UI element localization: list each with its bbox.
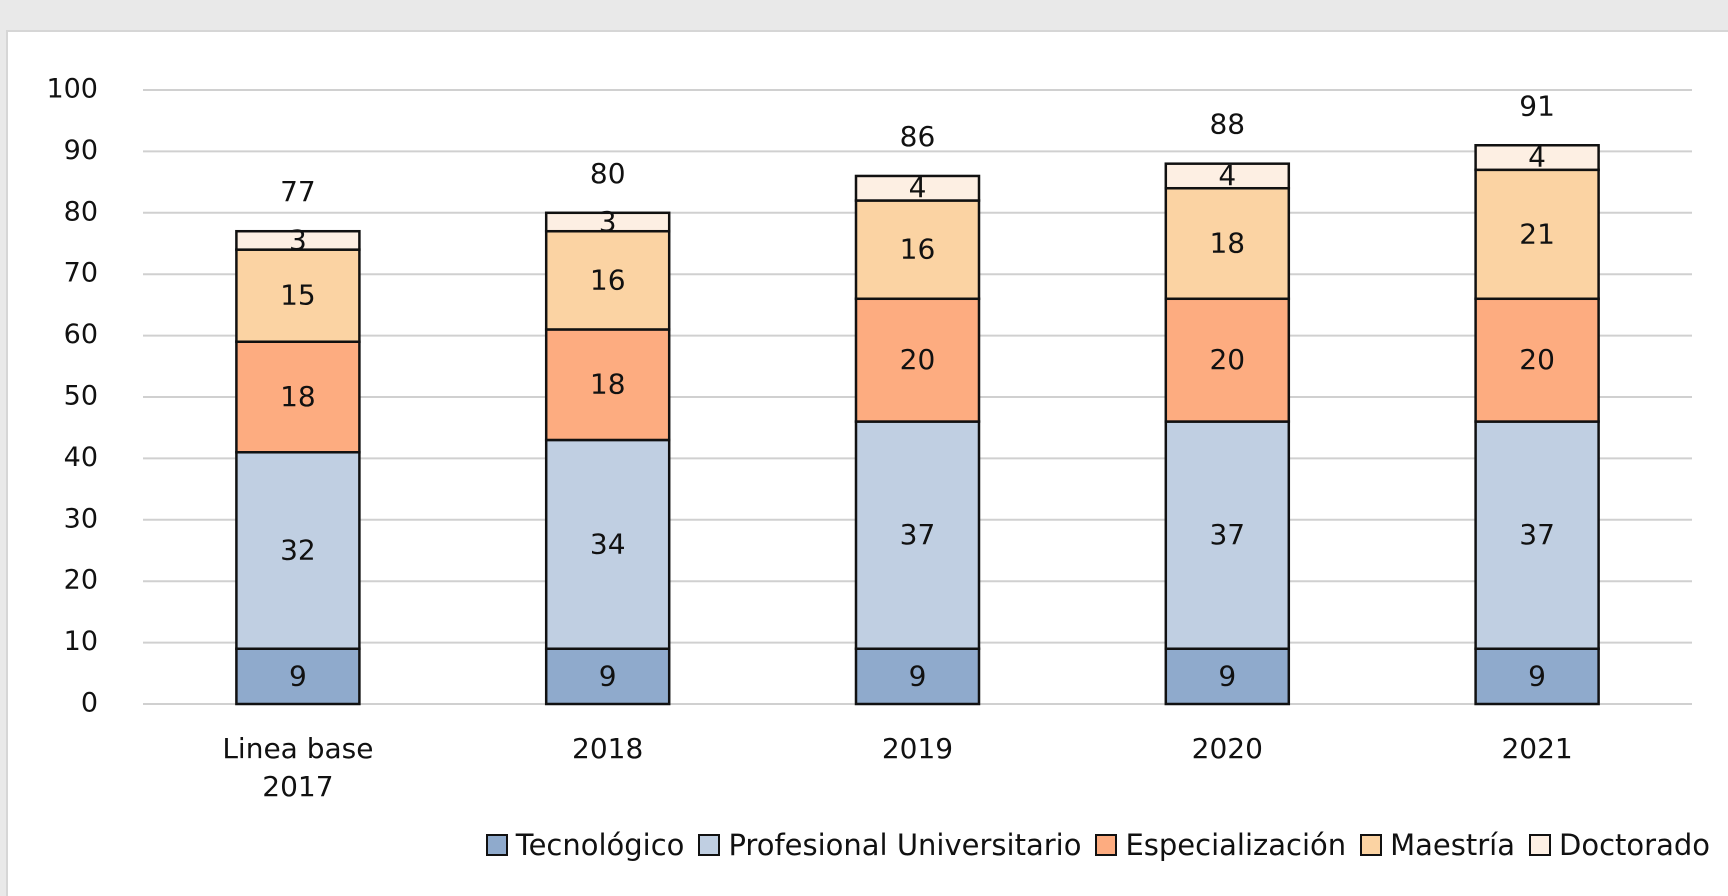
bar-segment	[235, 647, 361, 706]
data-label: 18	[1209, 227, 1245, 260]
data-label: 4	[1528, 141, 1546, 174]
total-label: 91	[1519, 89, 1555, 122]
legend-label: Profesional Universitario	[728, 828, 1082, 862]
data-label: 15	[280, 279, 316, 312]
total-label: 86	[900, 120, 936, 153]
data-label: 20	[1209, 343, 1245, 376]
x-tick-label: 2020	[1191, 732, 1263, 765]
legend-swatch	[1095, 834, 1118, 856]
bar-segment	[1474, 297, 1600, 423]
bar-segment	[544, 229, 671, 331]
legend-item: Especialización	[1095, 828, 1346, 862]
bar-segment	[235, 248, 361, 343]
y-tick-label: 80	[64, 196, 98, 227]
total-label: 77	[280, 175, 316, 208]
data-label: 18	[590, 368, 626, 401]
data-label: 37	[1209, 518, 1245, 551]
legend: Tecnológico Profesional Universitario Espe…	[0, 828, 1728, 862]
bar-segment	[1164, 297, 1291, 423]
data-label: 9	[909, 659, 927, 692]
x-tick-label: 2019	[881, 732, 954, 765]
data-label: 20	[1519, 343, 1555, 376]
x-tick-label: 2021	[1501, 732, 1573, 765]
legend-item: Profesional Universitario	[698, 828, 1081, 862]
y-tick-label: 10	[64, 626, 98, 657]
bar-segment	[854, 297, 981, 423]
data-label: 16	[590, 263, 626, 296]
bar-segment	[1474, 420, 1600, 650]
data-label: 37	[1519, 518, 1555, 551]
x-tick-label: 2018	[572, 732, 644, 765]
legend-item: Doctorado	[1529, 828, 1710, 862]
total-label: 88	[1209, 108, 1245, 141]
bar-segment	[854, 174, 981, 202]
data-label: 4	[1218, 159, 1236, 192]
bar-segment	[854, 647, 981, 706]
y-tick-label: 20	[64, 565, 98, 596]
y-tick-label: 100	[46, 74, 98, 105]
y-tick-label: 50	[64, 381, 98, 412]
legend-label: Doctorado	[1559, 828, 1710, 862]
legend-swatch	[698, 834, 721, 856]
legend-item: Tecnológico	[485, 828, 685, 862]
y-tick-label: 0	[81, 688, 98, 719]
data-label: 3	[599, 205, 617, 238]
legend-swatch	[485, 834, 508, 856]
y-tick-label: 40	[64, 442, 98, 473]
legend-item: Maestría	[1360, 828, 1515, 862]
y-tick-label: 60	[64, 319, 98, 350]
bar-segment	[235, 340, 361, 454]
data-label: 9	[599, 659, 617, 692]
data-label: 9	[1218, 659, 1236, 692]
total-label: 80	[590, 157, 626, 190]
data-label: 21	[1519, 217, 1555, 250]
data-label: 4	[909, 171, 927, 204]
bar-segment	[1164, 186, 1291, 301]
legend-swatch	[1529, 834, 1552, 856]
y-tick-label: 90	[64, 135, 98, 166]
bar-segment	[854, 420, 981, 650]
data-label: 9	[1528, 659, 1546, 692]
bar-segment	[1474, 168, 1600, 301]
bar-segment	[235, 229, 361, 251]
legend-label: Maestría	[1390, 828, 1516, 862]
data-label: 34	[590, 527, 626, 560]
bar-segment	[1474, 144, 1600, 172]
data-label: 32	[280, 534, 316, 567]
legend-label: Tecnológico	[515, 828, 685, 862]
data-label: 20	[900, 343, 936, 376]
data-label: 9	[289, 659, 307, 692]
data-label: 16	[900, 233, 936, 266]
data-label: 37	[900, 518, 936, 551]
bar-segment	[1164, 162, 1291, 190]
data-label: 3	[289, 223, 307, 256]
legend-label: Especialización	[1125, 828, 1347, 862]
legend-swatch	[1360, 834, 1383, 856]
bar-segment	[544, 328, 671, 442]
y-tick-label: 70	[64, 258, 98, 289]
bar-segment	[544, 211, 671, 233]
y-tick-label: 30	[64, 503, 98, 534]
x-tick-label: Linea base 2017	[222, 732, 374, 803]
bar-segment	[544, 647, 671, 706]
data-label: 18	[280, 380, 316, 413]
